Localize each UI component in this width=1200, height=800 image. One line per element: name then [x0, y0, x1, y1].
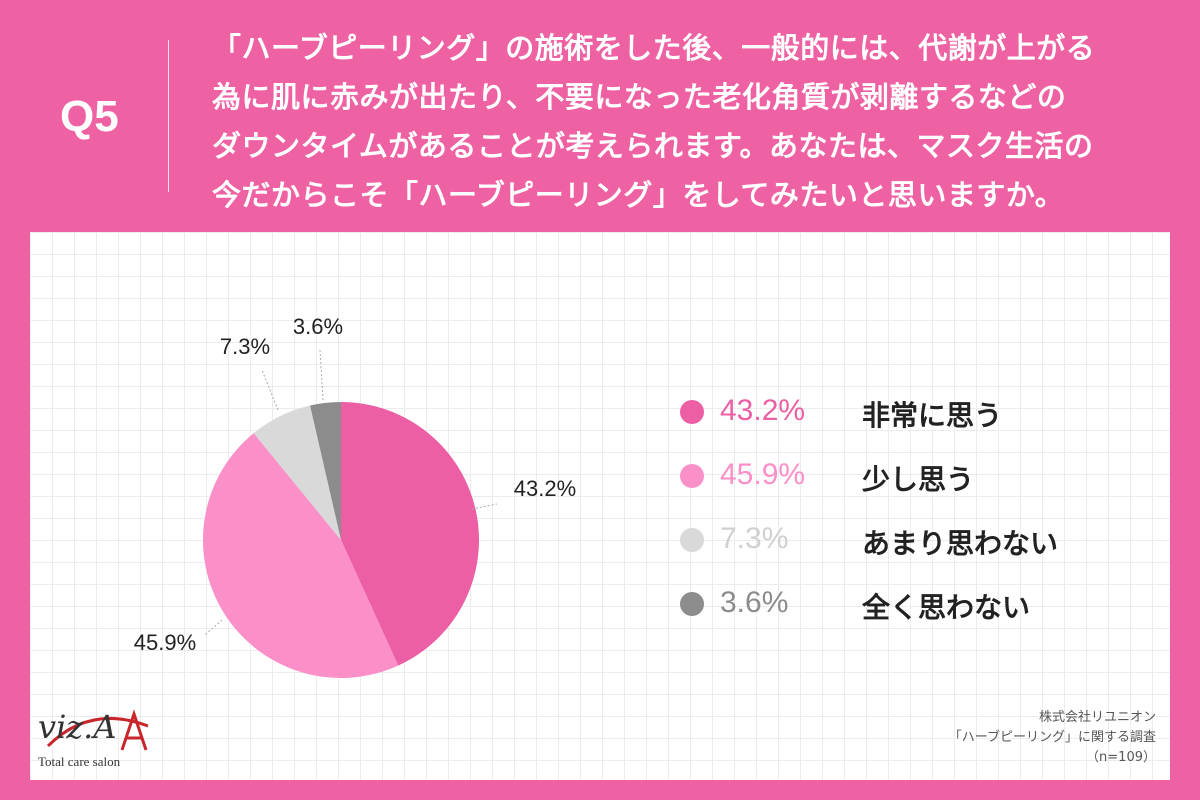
- question-number: Q5: [60, 92, 119, 141]
- legend-item: 43.2% 非常に思う: [680, 392, 1100, 432]
- data-label: 3.6%: [293, 314, 343, 339]
- header-divider: [168, 40, 169, 192]
- legend-label: あまり思わない: [862, 527, 1059, 560]
- data-label-leader: [319, 349, 324, 401]
- logo-subtitle: Total care salon: [38, 754, 121, 769]
- source-survey: 「ハーブピーリング」に関する調査: [948, 730, 1156, 745]
- question-header: Q5 「ハーブピーリング」の施術をした後、一般的には、代謝が上がる 為に肌に赤み…: [0, 0, 1200, 232]
- question-line: 今だからこそ「ハーブピーリング」をしてみたいと思いますか。: [212, 178, 1065, 212]
- legend-swatch: [680, 592, 704, 616]
- legend-value: 7.3%: [720, 522, 789, 555]
- logo-swoosh-icon: [46, 709, 149, 751]
- pie-slice: [341, 402, 479, 666]
- pie-slice: [203, 433, 399, 678]
- question-line: ダウンタイムがあることが考えられます。あなたは、マスク生活の: [212, 129, 1094, 163]
- legend-item: 45.9% 少し思う: [680, 456, 1100, 496]
- question-text: 「ハーブピーリング」の施術をした後、一般的には、代謝が上がる 為に肌に赤みが出た…: [212, 24, 1172, 220]
- legend-label: 少し思う: [862, 463, 975, 496]
- question-line: 為に肌に赤みが出たり、不要になった老化角質が剥離するなどの: [212, 80, 1067, 114]
- data-label-leader: [471, 503, 498, 510]
- legend-label: 全く思わない: [862, 591, 1031, 624]
- brand-logo: viz.A Total care salon: [30, 708, 160, 778]
- question-line: 「ハーブピーリング」の施術をした後、一般的には、代謝が上がる: [212, 31, 1096, 65]
- legend-swatch: [680, 464, 704, 488]
- source-note: 株式会社リユニオン 「ハーブピーリング」に関する調査 （n=109）: [949, 708, 1156, 768]
- legend-swatch: [680, 528, 704, 552]
- source-sample: （n=109）: [1086, 750, 1156, 765]
- pie-slice: [253, 405, 341, 540]
- source-company: 株式会社リユニオン: [1038, 710, 1156, 725]
- legend-label: 非常に思う: [862, 399, 1003, 432]
- logo-mark: viz.A: [38, 708, 117, 746]
- data-label-leader: [204, 619, 223, 636]
- legend-value: 43.2%: [720, 394, 806, 427]
- legend-item: 3.6% 全く思わない: [680, 584, 1100, 624]
- pie-slice: [310, 402, 341, 540]
- legend-swatch: [680, 400, 704, 424]
- data-label: 7.3%: [220, 334, 270, 359]
- data-label: 45.9%: [134, 630, 196, 655]
- data-label: 43.2%: [514, 476, 576, 501]
- data-label-leader: [261, 369, 279, 411]
- legend-value: 45.9%: [720, 458, 806, 491]
- legend-value: 3.6%: [720, 586, 789, 619]
- legend-item: 7.3% あまり思わない: [680, 520, 1100, 560]
